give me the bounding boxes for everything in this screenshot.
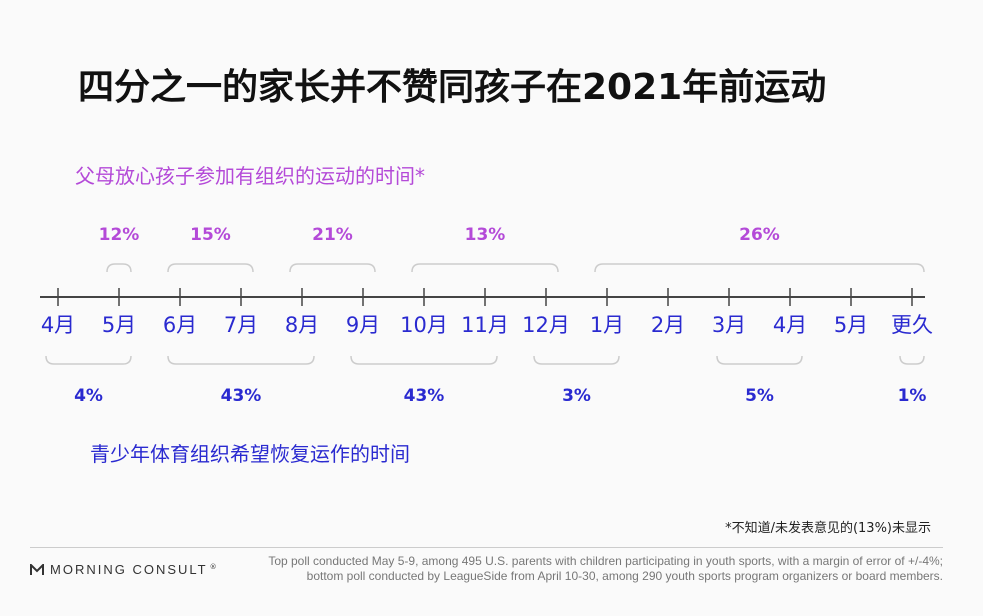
tick-label-13: 5月 <box>834 313 868 337</box>
bottom-value-label: 1% <box>898 386 927 406</box>
tick-label-8: 12月 <box>522 313 570 337</box>
bottom-bracket <box>716 355 803 365</box>
bottom-value-label: 5% <box>745 386 774 406</box>
top-value-label: 12% <box>99 225 140 245</box>
tick-label-9: 1月 <box>590 313 624 337</box>
tick-label-0: 4月 <box>41 313 75 337</box>
tick-label-2: 6月 <box>163 313 197 337</box>
bottom-value-label: 43% <box>221 386 262 406</box>
bottom-bracket <box>899 355 925 365</box>
tick-label-10: 2月 <box>651 313 685 337</box>
footer-divider <box>30 547 943 548</box>
bottom-bracket <box>45 355 132 365</box>
bottom-value-label: 3% <box>562 386 591 406</box>
top-value-label: 13% <box>465 225 506 245</box>
top-bracket <box>411 263 559 273</box>
brand-logo: MORNING CONSULT ® <box>30 562 217 577</box>
top-series-label: 父母放心孩子参加有组织的运动的时间* <box>75 164 425 188</box>
tick-label-14: 更久 <box>891 313 933 337</box>
tick-label-5: 9月 <box>346 313 380 337</box>
footnote: *不知道/未发表意见的(13%)未显示 <box>725 521 931 536</box>
bottom-series-label: 青少年体育组织希望恢复运作的时间 <box>90 442 410 466</box>
tick-label-3: 7月 <box>224 313 258 337</box>
brand-trademark: ® <box>209 562 217 571</box>
chart-title: 四分之一的家长并不赞同孩子在2021年前运动 <box>78 67 827 108</box>
tick-label-11: 3月 <box>712 313 746 337</box>
top-bracket <box>289 263 376 273</box>
bottom-value-label: 43% <box>404 386 445 406</box>
tick-label-6: 10月 <box>400 313 448 337</box>
top-bracket <box>594 263 925 273</box>
bottom-value-label: 4% <box>74 386 103 406</box>
source-note: Top poll conducted May 5-9, among 495 U.… <box>223 554 943 584</box>
top-value-label: 15% <box>190 225 231 245</box>
brand-name: MORNING CONSULT <box>50 562 208 577</box>
bottom-bracket <box>533 355 620 365</box>
source-line-2: bottom poll conducted by LeagueSide from… <box>306 569 943 583</box>
top-value-label: 21% <box>312 225 353 245</box>
tick-label-12: 4月 <box>773 313 807 337</box>
source-line-1: Top poll conducted May 5-9, among 495 U.… <box>268 554 943 568</box>
top-bracket <box>167 263 254 273</box>
tick-label-4: 8月 <box>285 313 319 337</box>
tick-label-7: 11月 <box>461 313 509 337</box>
bottom-bracket <box>350 355 498 365</box>
morning-consult-logo-icon <box>30 563 44 575</box>
top-value-label: 26% <box>739 225 780 245</box>
top-bracket <box>106 263 132 273</box>
bottom-bracket <box>167 355 315 365</box>
tick-label-1: 5月 <box>102 313 136 337</box>
